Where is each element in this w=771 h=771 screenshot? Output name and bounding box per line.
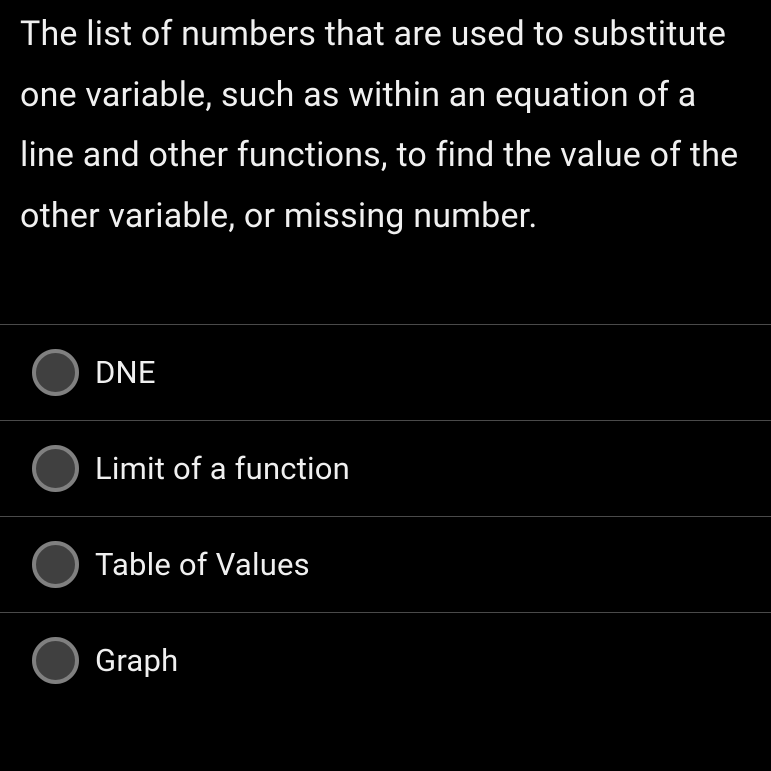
option-row-dne[interactable]: DNE: [0, 324, 771, 420]
option-label: Table of Values: [95, 546, 310, 583]
radio-icon: [32, 445, 79, 492]
option-label: Limit of a function: [95, 450, 350, 487]
radio-icon: [32, 637, 79, 684]
options-list: DNE Limit of a function Table of Values …: [0, 324, 771, 708]
option-row-table-of-values[interactable]: Table of Values: [0, 516, 771, 612]
option-label: DNE: [95, 354, 156, 391]
radio-icon: [32, 541, 79, 588]
question-text: The list of numbers that are used to sub…: [0, 0, 771, 246]
radio-icon: [32, 349, 79, 396]
option-label: Graph: [95, 642, 178, 679]
option-row-limit[interactable]: Limit of a function: [0, 420, 771, 516]
option-row-graph[interactable]: Graph: [0, 612, 771, 708]
